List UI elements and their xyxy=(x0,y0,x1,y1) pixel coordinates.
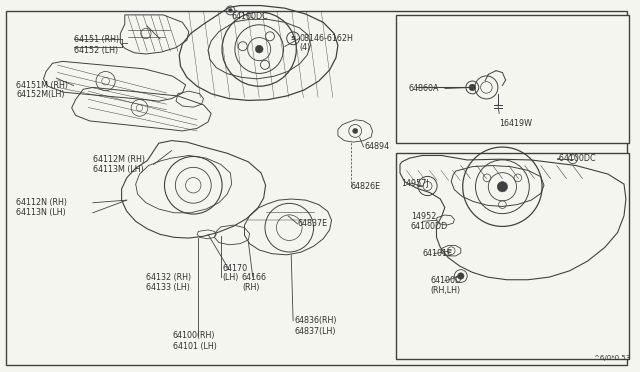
Bar xyxy=(396,15,629,143)
Text: 64837E: 64837E xyxy=(298,219,328,228)
Text: 64101 (LH): 64101 (LH) xyxy=(173,342,217,351)
Circle shape xyxy=(228,9,232,12)
Text: 64170: 64170 xyxy=(223,264,248,273)
Text: 64100D: 64100D xyxy=(430,276,461,285)
Text: 64133 (LH): 64133 (LH) xyxy=(146,283,190,292)
Text: (RH,LH): (RH,LH) xyxy=(430,286,460,295)
Text: 64113M (LH): 64113M (LH) xyxy=(93,165,143,174)
Text: 14957J: 14957J xyxy=(401,179,429,187)
Text: 64152M(LH): 64152M(LH) xyxy=(16,90,65,99)
Text: 14952: 14952 xyxy=(411,212,436,221)
Text: 64100DD: 64100DD xyxy=(411,222,448,231)
Circle shape xyxy=(255,45,263,53)
Text: 64132 (RH): 64132 (RH) xyxy=(146,273,191,282)
Text: 08146-6162H: 08146-6162H xyxy=(300,34,353,43)
Text: (LH): (LH) xyxy=(223,273,239,282)
Text: 64826E: 64826E xyxy=(351,182,381,191)
Text: 64151M (RH): 64151M (RH) xyxy=(16,81,68,90)
Text: (RH): (RH) xyxy=(242,283,259,292)
Text: 16419W: 16419W xyxy=(499,119,532,128)
Text: -64100DC: -64100DC xyxy=(557,154,596,163)
Circle shape xyxy=(458,273,464,279)
Text: 64100DC: 64100DC xyxy=(232,12,268,21)
Text: 64112N (RH): 64112N (RH) xyxy=(16,198,67,207)
Text: 64113N (LH): 64113N (LH) xyxy=(16,208,66,217)
Circle shape xyxy=(469,84,476,91)
Text: 64151 (RH): 64151 (RH) xyxy=(74,35,119,44)
Circle shape xyxy=(497,182,508,192)
Text: 64894: 64894 xyxy=(365,142,390,151)
Text: 64836(RH): 64836(RH) xyxy=(294,316,337,325)
Text: ^6/0*0 53: ^6/0*0 53 xyxy=(594,355,630,361)
Text: 64112M (RH): 64112M (RH) xyxy=(93,155,145,164)
Text: 64152 (LH): 64152 (LH) xyxy=(74,46,118,55)
Text: 64101E: 64101E xyxy=(422,249,452,258)
Circle shape xyxy=(353,128,358,134)
Text: S: S xyxy=(291,36,296,41)
Text: (4): (4) xyxy=(300,43,310,52)
Text: 64860A: 64860A xyxy=(408,84,439,93)
Bar xyxy=(396,153,629,359)
Text: 64100(RH): 64100(RH) xyxy=(173,331,215,340)
Text: 64837(LH): 64837(LH) xyxy=(294,327,336,336)
Text: 64166: 64166 xyxy=(242,273,267,282)
